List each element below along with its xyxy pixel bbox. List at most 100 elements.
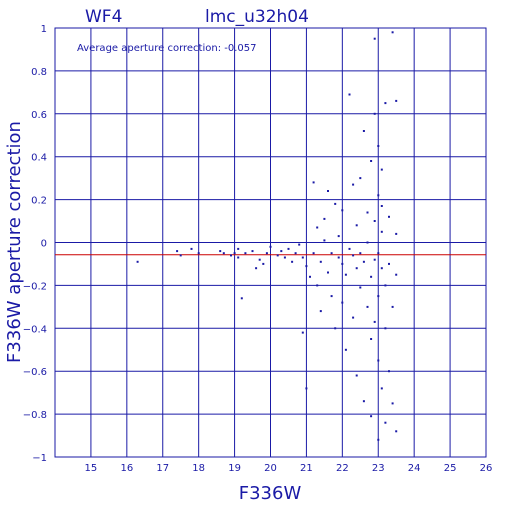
x-tick-label: 18	[192, 463, 205, 474]
data-point	[388, 262, 390, 265]
data-point	[301, 256, 304, 259]
data-point	[384, 284, 387, 287]
y-tick-label: −0.2	[23, 281, 47, 292]
data-point	[305, 265, 308, 268]
chart-title: lmc_u32h04	[205, 7, 309, 27]
data-point	[355, 224, 358, 227]
data-point	[359, 286, 362, 289]
data-point	[301, 331, 304, 334]
data-point	[276, 254, 279, 257]
data-point	[230, 254, 232, 257]
data-point	[344, 273, 347, 276]
data-point	[348, 93, 351, 96]
data-point	[384, 421, 387, 424]
data-point	[294, 252, 297, 255]
data-point	[362, 260, 365, 263]
data-point	[312, 181, 315, 184]
data-point	[391, 31, 394, 34]
data-point	[352, 183, 355, 186]
data-point	[388, 370, 390, 373]
chart-subtitle: WF4	[85, 7, 122, 27]
data-point	[373, 37, 376, 40]
data-point	[323, 239, 326, 242]
x-tick-label: 24	[408, 463, 421, 474]
data-point	[370, 415, 373, 418]
plot-frame	[54, 27, 487, 458]
data-point	[312, 252, 315, 255]
x-tick-label: 26	[480, 463, 493, 474]
y-tick-label: −1	[32, 453, 47, 464]
x-tick-label: 25	[444, 463, 457, 474]
data-point	[341, 209, 344, 212]
data-points	[136, 31, 398, 441]
data-point	[287, 247, 290, 250]
x-tick-label: 23	[372, 463, 385, 474]
data-point	[233, 252, 236, 255]
data-point	[359, 252, 362, 255]
data-point	[262, 262, 265, 265]
data-point	[330, 252, 333, 255]
data-point	[344, 348, 347, 351]
data-point	[179, 254, 182, 257]
data-point	[255, 267, 258, 270]
data-point	[337, 256, 340, 259]
y-tick-label: 0	[41, 239, 47, 250]
y-tick-labels: −1 −0.8 −0.6 −0.4 −0.2 0 0.2 0.4 0.6 0.8 1	[23, 24, 47, 464]
data-point	[373, 258, 376, 261]
x-tick-labels: 15 16 17 18 19 20 21 22 23 24 25 26	[85, 463, 493, 474]
data-point	[251, 250, 254, 253]
data-point	[370, 160, 373, 162]
data-point	[330, 295, 333, 298]
data-point	[244, 252, 247, 255]
data-point	[373, 320, 376, 323]
data-point	[366, 305, 369, 308]
x-axis-label: F336W	[239, 483, 302, 504]
data-point	[362, 130, 365, 132]
data-point	[395, 430, 398, 433]
data-point	[362, 400, 365, 403]
y-tick-label: 0.4	[31, 153, 47, 164]
data-point	[352, 316, 355, 319]
data-point	[258, 258, 261, 261]
x-tick-label: 20	[264, 463, 277, 474]
data-point	[176, 250, 179, 253]
data-point	[341, 301, 344, 304]
data-point	[197, 252, 200, 255]
data-point	[384, 327, 387, 330]
y-tick-label: −0.6	[23, 367, 47, 378]
data-point	[240, 297, 243, 300]
data-point	[366, 211, 369, 214]
annotation-average: Average aperture correction: -0.057	[77, 43, 257, 54]
x-tick-label: 19	[228, 463, 241, 474]
data-point	[395, 273, 398, 276]
data-point	[355, 374, 358, 377]
data-point	[291, 260, 294, 263]
data-point	[348, 247, 351, 250]
data-point	[323, 217, 326, 220]
y-axis-label: F336W aperture correction	[4, 121, 25, 363]
data-point	[377, 194, 380, 197]
data-point	[319, 310, 322, 313]
data-point	[337, 235, 340, 238]
data-point	[377, 359, 380, 362]
data-point	[391, 402, 394, 405]
data-point	[327, 190, 329, 192]
data-point	[377, 438, 380, 441]
x-tick-label: 22	[336, 463, 349, 474]
y-tick-label: −0.8	[23, 410, 47, 421]
data-point	[316, 226, 319, 229]
grid	[55, 27, 487, 458]
data-point	[355, 267, 358, 270]
data-point	[269, 245, 272, 248]
data-point	[395, 232, 398, 235]
data-point	[377, 295, 380, 298]
x-tick-label: 21	[300, 463, 313, 474]
data-point	[309, 275, 311, 278]
x-tick-label: 17	[156, 463, 169, 474]
data-point	[222, 252, 225, 255]
y-tick-label: 0.2	[31, 196, 47, 207]
data-point	[359, 177, 362, 180]
data-point	[391, 305, 394, 308]
data-point	[373, 112, 376, 115]
